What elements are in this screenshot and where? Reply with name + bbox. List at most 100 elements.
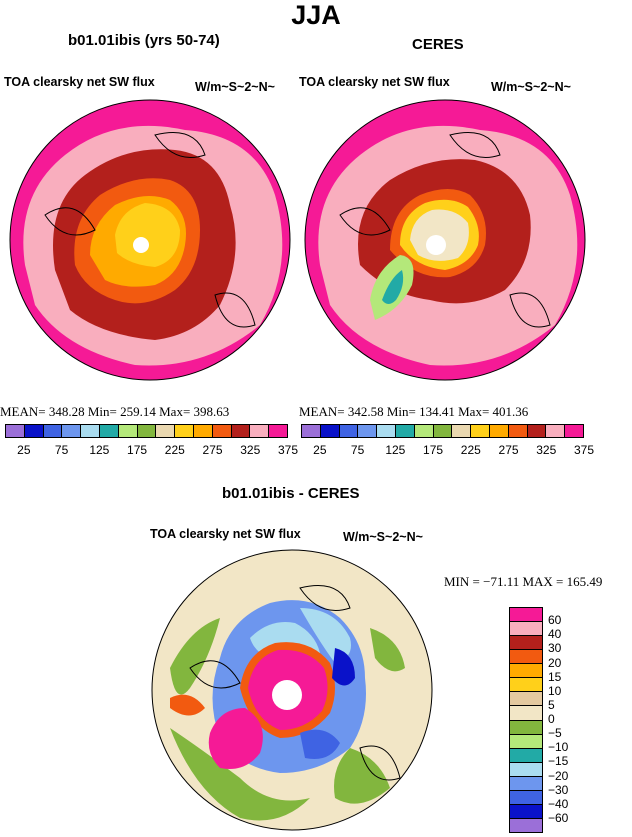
polar-map-model: [9, 99, 291, 381]
variable-label-model: TOA clearsky net SW flux: [4, 75, 155, 89]
colorbar-swatch: [510, 804, 542, 819]
colorbar-swatch: [118, 425, 138, 437]
units-label-diff: W/m~S~2~N~: [343, 530, 423, 544]
colorbar-tick-label: 10: [548, 683, 562, 698]
colorbar-swatch: [510, 650, 542, 665]
colorbar-swatch: [156, 425, 176, 437]
polar-map-diff: [151, 549, 433, 831]
colorbar-swatch: [231, 425, 251, 437]
colorbar-swatch: [527, 425, 547, 437]
colorbar-swatches-obs: [301, 424, 584, 438]
colorbar-swatch: [510, 664, 542, 679]
colorbar-swatch: [510, 762, 542, 777]
colorbar-swatches-diff: [509, 607, 543, 833]
colorbar-swatch: [452, 425, 472, 437]
colorbar-labels-model: 25 75 125 175 225 275 325 375: [5, 443, 298, 457]
colorbar-swatch: [24, 425, 44, 437]
colorbar-tick-label: 375: [277, 443, 299, 457]
main-title: JJA: [291, 0, 341, 30]
colorbar-model: [5, 424, 288, 438]
colorbar-tick-label: 0: [548, 712, 555, 726]
colorbar-swatch: [395, 425, 415, 437]
colorbar-swatch: [250, 425, 270, 437]
colorbar-tick-label: 225: [460, 443, 481, 457]
colorbar-swatch: [269, 425, 287, 437]
colorbar-swatch: [99, 425, 119, 437]
colorbar-tick-label: 60: [548, 613, 562, 628]
colorbar-swatch: [339, 425, 359, 437]
colorbar-tick-label: 15: [548, 669, 562, 684]
units-label-obs: W/m~S~2~N~: [491, 80, 571, 94]
colorbar-swatch: [43, 425, 63, 437]
colorbar-swatch: [510, 608, 542, 623]
panel-title-diff: b01.01ibis - CERES: [222, 485, 360, 502]
colorbar-swatch: [565, 425, 583, 437]
colorbar-swatch: [81, 425, 100, 437]
colorbar-obs: [301, 424, 584, 438]
colorbar-swatch: [302, 425, 321, 437]
colorbar-swatch: [433, 425, 453, 437]
colorbar-swatch: [510, 678, 542, 693]
colorbar-tick-label: 175: [127, 443, 148, 457]
variable-label-diff: TOA clearsky net SW flux: [150, 527, 301, 541]
colorbar-tick-label: 75: [350, 443, 365, 457]
panel-title-model: b01.01ibis (yrs 50-74): [68, 32, 220, 49]
colorbar-swatch: [193, 425, 213, 437]
colorbar-tick-label: 30: [548, 641, 562, 656]
colorbar-labels-diff: 60 40 30 20 15 10 5 0 −5 −10 −15 −20 −30 −40 −60: [548, 607, 588, 833]
colorbar-tick-label: 325: [536, 443, 557, 457]
colorbar-tick-label: −20: [548, 768, 569, 783]
colorbar-swatch: [320, 425, 340, 437]
colorbar-swatch: [358, 425, 378, 437]
colorbar-tick-label: 20: [548, 655, 562, 670]
colorbar-tick-label: 5: [548, 697, 555, 712]
colorbar-swatch: [212, 425, 232, 437]
colorbar-tick-label: 75: [54, 443, 69, 457]
colorbar-swatch: [510, 818, 542, 832]
panel-title-obs: CERES: [412, 36, 464, 53]
colorbar-tick-label: 175: [423, 443, 444, 457]
colorbar-tick-label: 225: [164, 443, 185, 457]
colorbar-swatch: [510, 720, 542, 735]
colorbar-tick-label: 40: [548, 627, 562, 642]
colorbar-tick-label: −60: [548, 810, 569, 825]
units-label-model: W/m~S~2~N~: [195, 80, 275, 94]
variable-label-obs: TOA clearsky net SW flux: [299, 75, 450, 89]
colorbar-tick-label: −15: [548, 754, 569, 769]
colorbar-swatch: [377, 425, 396, 437]
colorbar-tick-label: 25: [313, 443, 327, 457]
colorbar-tick-label: 325: [240, 443, 261, 457]
colorbar-tick-label: 275: [202, 443, 223, 457]
colorbar-swatch: [510, 790, 542, 805]
colorbar-swatch: [510, 692, 542, 707]
colorbar-swatch: [175, 425, 194, 437]
colorbar-diff: [509, 607, 543, 833]
colorbar-labels-obs: 25 75 125 175 225 275 325 375: [301, 443, 594, 457]
colorbar-swatch: [510, 734, 542, 749]
colorbar-tick-label: 25: [17, 443, 31, 457]
colorbar-swatch: [546, 425, 566, 437]
polar-map-obs: [304, 99, 586, 381]
colorbar-tick-label: 275: [498, 443, 519, 457]
colorbar-tick-label: −30: [548, 782, 569, 797]
colorbar-swatch: [510, 706, 542, 721]
stats-diff: MIN = −71.11 MAX = 165.49: [444, 574, 603, 589]
colorbar-swatch: [137, 425, 157, 437]
stats-model: MEAN= 348.28 Min= 259.14 Max= 398.63: [0, 404, 230, 419]
colorbar-swatches-model: [5, 424, 288, 438]
colorbar-tick-label: −10: [548, 740, 569, 755]
colorbar-swatch: [510, 748, 542, 763]
colorbar-swatch: [510, 636, 542, 651]
colorbar-swatch: [510, 622, 542, 637]
colorbar-tick-label: 375: [573, 443, 595, 457]
colorbar-swatch: [6, 425, 25, 437]
colorbar-swatch: [508, 425, 528, 437]
colorbar-tick-label: 125: [385, 443, 406, 457]
colorbar-tick-label: −40: [548, 796, 569, 811]
colorbar-tick-label: 125: [89, 443, 110, 457]
colorbar-swatch: [414, 425, 434, 437]
colorbar-swatch: [62, 425, 82, 437]
colorbar-tick-label: −5: [548, 726, 562, 741]
colorbar-swatch: [510, 776, 542, 791]
stats-obs: MEAN= 342.58 Min= 134.41 Max= 401.36: [299, 404, 529, 419]
